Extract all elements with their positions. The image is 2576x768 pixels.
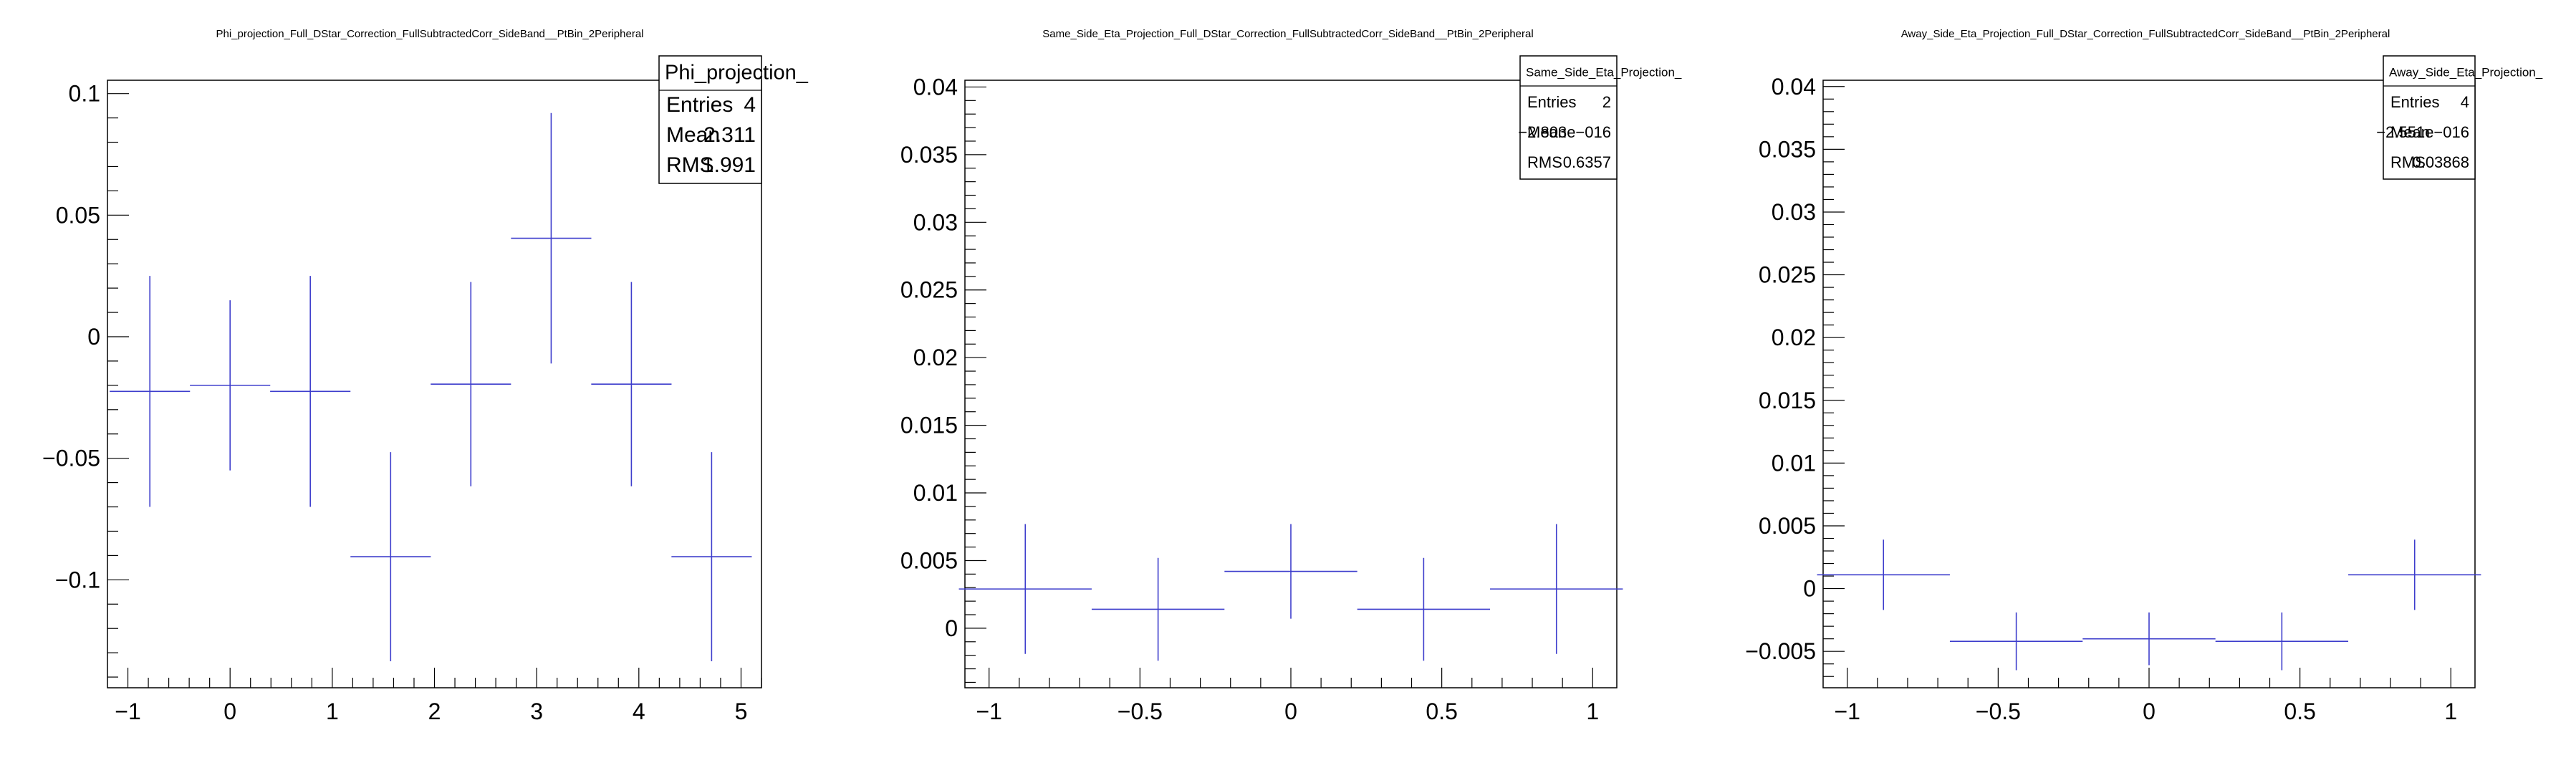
x-tick-label: 2 [428,699,441,724]
y-tick-label: 0.04 [913,74,958,100]
chart-title: Same_Side_Eta_Projection_Full_DStar_Corr… [1042,28,1533,40]
y-tick-label: 0.01 [913,480,958,506]
stats-value: 0.03868 [2412,153,2469,171]
stats-value: 4 [744,93,756,117]
panel-phi-projection: Phi_projection_Full_DStar_Correction_Ful… [42,28,809,724]
data-point [511,112,592,364]
stats-value: 2.311 [703,123,756,147]
y-tick-label: 0.035 [900,142,958,168]
x-tick-label: −1 [1834,699,1860,724]
stats-label: RMS [666,153,714,177]
data-point [350,452,431,662]
chart-title: Phi_projection_Full_DStar_Correction_Ful… [216,28,643,40]
stats-name: Away_Side_Eta_Projection_ [2389,66,2543,80]
data-point [2215,612,2349,671]
data-point [1490,524,1623,654]
stats-label: Entries [2390,93,2439,111]
y-tick-label: −0.1 [55,567,100,592]
stats-value: −2.551e−016 [2376,123,2469,141]
data-point [1817,539,1950,610]
y-tick-label: 0.02 [1772,325,1816,350]
y-tick-label: 0.015 [900,413,958,438]
x-tick-label: 1 [2444,699,2457,724]
x-tick-label: 5 [735,699,748,724]
stats-value: 0.6357 [1563,153,1611,171]
data-point [1949,612,2083,671]
x-tick-label: 0.5 [1426,699,1457,724]
panel-away-side-eta-projection: Away_Side_Eta_Projection_Full_DStar_Corr… [1745,28,2543,724]
x-tick-label: −1 [976,699,1001,724]
y-tick-label: 0.015 [1759,388,1816,413]
stats-box: Away_Side_Eta_Projection_ Entries 4 Mean−2.… [2376,55,2543,180]
data-point [431,282,511,486]
y-tick-label: −0.005 [1745,638,1816,664]
stats-label: Mean [1527,123,1567,141]
data-point [2348,539,2481,610]
y-tick-label: 0 [945,615,958,641]
y-tick-label: 0.005 [1759,513,1816,539]
x-tick-label: −0.5 [1118,699,1163,724]
x-tick-label: 0 [224,699,236,724]
y-tick-label: 0.01 [1772,450,1816,476]
stats-value: 2 [1602,93,1611,111]
panel-same-side-eta-projection: Same_Side_Eta_Projection_Full_DStar_Corr… [900,28,1682,724]
data-point [110,276,191,507]
x-tick-label: 1 [1586,699,1599,724]
stats-value: −2.803e−016 [1518,123,1611,141]
data-point [190,300,271,471]
stats-label: RMS [1527,153,1562,171]
data-point [1091,557,1225,661]
data-point [591,282,672,486]
x-tick-label: 1 [326,699,339,724]
stats-box-border [658,55,762,184]
y-tick-label: 0.1 [69,81,100,107]
x-tick-label: 0 [2143,699,2156,724]
chart-title: Away_Side_Eta_Projection_Full_DStar_Corr… [1901,28,2390,40]
y-tick-label: 0.04 [1772,74,1816,100]
data-point [671,452,752,662]
stats-value: 4 [2461,93,2469,111]
y-tick-label: 0 [1803,576,1816,602]
data-point [270,276,351,507]
data-point [958,524,1092,654]
stats-label: Entries [1527,93,1576,111]
stats-label: Mean [666,123,720,147]
y-tick-label: 0.025 [900,277,958,303]
stats-label: Mean [2390,123,2430,141]
y-tick-label: 0.025 [1759,262,1816,288]
stats-name: Phi_projection_ [665,62,809,85]
stats-label: Entries [666,93,733,117]
x-tick-label: 4 [633,699,645,724]
data-point [2082,612,2216,666]
x-tick-label: −0.5 [1976,699,2021,724]
y-tick-label: 0.03 [913,209,958,235]
y-tick-label: −0.05 [42,446,100,471]
y-tick-label: 0 [87,324,100,350]
x-tick-label: 3 [530,699,543,724]
data-point [1224,524,1357,619]
y-tick-label: 0.03 [1772,199,1816,225]
data-point [1357,557,1491,661]
stats-box-border [1519,55,1618,180]
stats-box-border [2383,55,2476,180]
stats-name: Same_Side_Eta_Projection_ [1526,66,1682,80]
y-tick-label: 0.005 [900,547,958,573]
y-tick-label: 0.035 [1759,136,1816,162]
stats-label: RMS [2390,153,2426,171]
stats-value: 1.991 [702,153,756,177]
x-tick-label: 0.5 [2284,699,2315,724]
stats-box: Same_Side_Eta_Projection_ Entries 2 Mean−2.… [1518,55,1682,180]
y-tick-label: 0.05 [56,202,100,228]
x-tick-label: 0 [1284,699,1297,724]
y-tick-label: 0.02 [913,345,958,370]
plot-frame [1822,80,2476,688]
x-tick-label: −1 [115,699,140,724]
